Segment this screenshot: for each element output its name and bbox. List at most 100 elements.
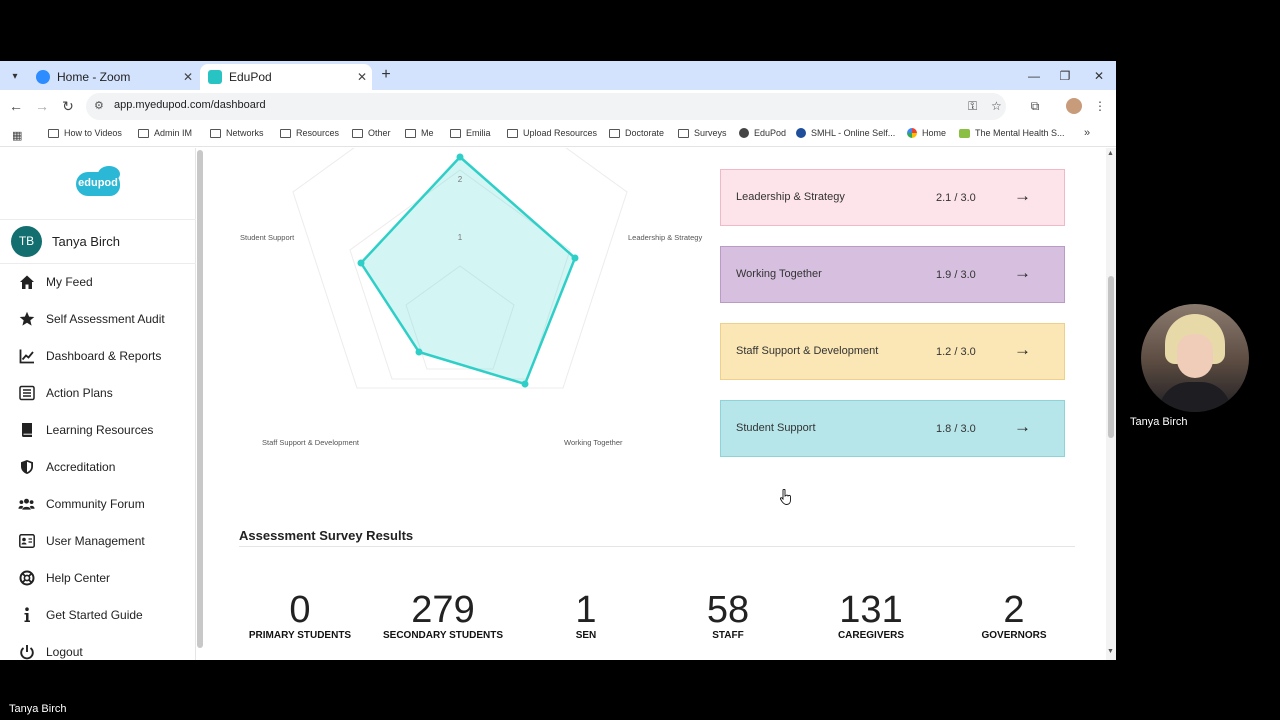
bookmark-label: How to Videos [64, 128, 122, 138]
sidebar-item-label: Community Forum [46, 497, 145, 511]
sidebar: edupod TB Tanya Birch My Feed Self Asses… [0, 148, 196, 660]
edupod-logo[interactable]: edupod [74, 166, 122, 198]
smhl-favicon-icon [796, 128, 806, 138]
sidebar-item-accreditation[interactable]: Accreditation [0, 453, 196, 481]
radar-tick-label: 1 [458, 233, 463, 242]
profile-avatar-icon[interactable] [1066, 98, 1082, 114]
radar-point[interactable] [415, 348, 423, 356]
self-view-name: Tanya Birch [9, 703, 67, 715]
arrow-right-icon[interactable]: → [1014, 263, 1031, 282]
pinwheel-favicon-icon [907, 128, 917, 138]
scroll-down-icon[interactable]: ▼ [1107, 648, 1114, 655]
bookmark-home[interactable]: Home [907, 128, 946, 138]
scroll-up-icon[interactable]: ▲ [1107, 150, 1114, 157]
radar-grid-ring [405, 265, 515, 370]
sidebar-scrollbar[interactable] [197, 150, 203, 648]
arrow-right-icon[interactable]: → [1014, 340, 1031, 359]
radar-grid-ring [292, 148, 628, 389]
section-divider [239, 546, 1075, 547]
more-bookmarks-icon[interactable]: » [1084, 127, 1091, 139]
radar-tick-label: 2 [458, 175, 463, 184]
bookmark-label: Resources [296, 128, 340, 138]
window-close-icon[interactable]: ✕ [1093, 69, 1105, 83]
radar-point[interactable] [571, 254, 579, 262]
sidebar-item-dashboard-reports[interactable]: Dashboard & Reports [0, 342, 196, 370]
radar-point[interactable] [357, 259, 365, 267]
user-profile[interactable]: TB Tanya Birch [0, 219, 196, 264]
folder-icon [280, 128, 291, 138]
sidebar-item-get-started-guide[interactable]: Get Started Guide [0, 601, 196, 629]
minimize-icon[interactable]: — [1028, 69, 1040, 83]
bookmark-surveys[interactable]: Surveys [678, 128, 727, 138]
score-card-name: Working Together [736, 268, 822, 280]
bookmark-upload-resources[interactable]: Upload Resources [507, 128, 597, 138]
sidebar-item-action-plans[interactable]: Action Plans [0, 379, 196, 407]
sidebar-item-label: Logout [46, 645, 83, 659]
sidebar-item-label: User Management [46, 534, 145, 548]
bookmark-smhl[interactable]: SMHL - Online Self... [796, 128, 895, 138]
bookmark-resources[interactable]: Resources [280, 128, 339, 138]
users-icon [18, 496, 35, 513]
power-icon [18, 644, 35, 661]
scrollbar-thumb[interactable] [1108, 276, 1114, 438]
score-card-leadership-strategy[interactable]: Leadership & Strategy 2.1 / 3.0 → [720, 169, 1065, 226]
site-info-icon[interactable]: ⚙ [94, 100, 104, 112]
sidebar-item-community-forum[interactable]: Community Forum [0, 490, 196, 518]
tab-edupod[interactable]: EduPod ✕ [200, 64, 372, 90]
score-card-staff-support-development[interactable]: Staff Support & Development 1.2 / 3.0 → [720, 323, 1065, 380]
sidebar-item-user-management[interactable]: User Management [0, 527, 196, 555]
score-card-student-support[interactable]: Student Support 1.8 / 3.0 → [720, 400, 1065, 457]
arrow-right-icon[interactable]: → [1014, 186, 1031, 205]
sidebar-item-my-feed[interactable]: My Feed [0, 268, 196, 296]
lifebuoy-icon [18, 570, 35, 587]
bookmark-label: Admin IM [154, 128, 193, 138]
participant-body [1159, 382, 1231, 412]
bookmark-label: Networks [226, 128, 264, 138]
tab-search-icon[interactable]: ▾ [12, 70, 18, 82]
arrow-right-icon[interactable]: → [1014, 417, 1031, 436]
bookmark-emilia[interactable]: Emilia [450, 128, 491, 138]
folder-icon [507, 128, 518, 138]
browser-window: ▾ Home - Zoom ✕ EduPod ✕ + — ❐ ✕ ← → ↻ ⚙ [0, 61, 1116, 660]
close-tab-icon[interactable]: ✕ [356, 70, 368, 84]
score-card-working-together[interactable]: Working Together 1.9 / 3.0 → [720, 246, 1065, 303]
key-icon[interactable]: ⚿ [968, 99, 978, 113]
sidebar-item-logout[interactable]: Logout [0, 638, 196, 660]
folder-icon [450, 128, 461, 138]
bookmarks-bar: ▦ How to Videos Admin IM Networks Resour… [0, 123, 1116, 147]
back-icon[interactable]: ← [9, 98, 23, 114]
sidebar-item-learning-resources[interactable]: Learning Resources [0, 416, 196, 444]
bookmark-label: Doctorate [625, 128, 665, 138]
bookmark-how-to-videos[interactable]: How to Videos [48, 128, 122, 138]
forward-icon[interactable]: → [35, 98, 49, 114]
page-scrollbar[interactable]: ▲ ▼ [1106, 148, 1116, 660]
bookmark-me[interactable]: Me [405, 128, 434, 138]
bookmark-label: Home [922, 128, 947, 138]
restore-icon[interactable]: ❐ [1059, 69, 1071, 83]
sidebar-item-self-assessment-audit[interactable]: Self Assessment Audit [0, 305, 196, 333]
extensions-icon[interactable]: ⧉ [1030, 99, 1040, 113]
score-card-value: 1.8 / 3.0 [936, 423, 976, 435]
bookmark-edupod[interactable]: EduPod [739, 128, 786, 138]
section-title: Assessment Survey Results [239, 528, 414, 543]
participant-video[interactable] [1141, 304, 1249, 412]
bookmark-admin-im[interactable]: Admin IM [138, 128, 192, 138]
address-bar[interactable]: ⚙ app.myedupod.com/dashboard ⚿ ☆ [86, 93, 1006, 120]
hand-cursor-icon [780, 489, 791, 505]
menu-icon[interactable]: ⋮ [1094, 99, 1106, 113]
sidebar-item-help-center[interactable]: Help Center [0, 564, 196, 592]
bookmark-doctorate[interactable]: Doctorate [609, 128, 664, 138]
logo-shape [98, 166, 120, 182]
radar-point[interactable] [456, 153, 464, 161]
participant-face [1177, 334, 1213, 378]
tab-zoom[interactable]: Home - Zoom ✕ [28, 64, 198, 90]
bookmark-networks[interactable]: Networks [210, 128, 264, 138]
bookmark-star-icon[interactable]: ☆ [991, 99, 1002, 113]
apps-grid-icon[interactable]: ▦ [12, 130, 23, 142]
new-tab-icon[interactable]: + [381, 66, 391, 83]
bookmark-other[interactable]: Other [352, 128, 391, 138]
close-tab-icon[interactable]: ✕ [182, 70, 194, 84]
radar-point[interactable] [521, 380, 529, 388]
bookmark-mental-health[interactable]: The Mental Health S... [959, 128, 1065, 138]
reload-icon[interactable]: ↻ [62, 98, 74, 114]
